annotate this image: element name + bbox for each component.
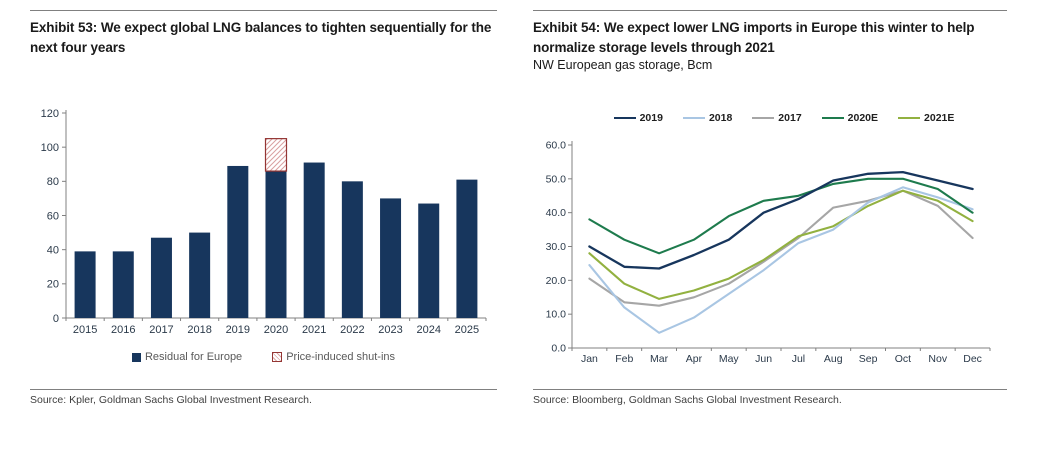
- line-swatch-icon: [752, 117, 775, 119]
- bar-2025: [456, 179, 478, 318]
- y-tick-label: 20.0: [546, 275, 567, 287]
- y-tick-label: 20: [47, 279, 59, 291]
- bar-2021: [303, 162, 325, 318]
- y-tick-label: 60.0: [546, 140, 567, 152]
- exhibit-53-source: Source: Kpler, Goldman Sachs Global Inve…: [30, 394, 312, 406]
- bar-2022: [341, 181, 363, 318]
- legend-label: Residual for Europe: [144, 351, 243, 363]
- line-chart-svg: 0.0 10.0 20.0 30.0 40.0 50.0 60.0 Jan Feb Mar Apr M…: [546, 140, 991, 365]
- exhibit-53-panel: Exhibit 53: We expect global LNG balance…: [30, 10, 497, 465]
- x-tick-label: 2024: [416, 324, 440, 336]
- x-tick-label: Apr: [686, 353, 703, 365]
- legend-label: 2018: [708, 112, 733, 124]
- x-tick-label: 2023: [378, 324, 402, 336]
- y-tick-label: 0.0: [551, 343, 566, 355]
- bar-2015: [74, 251, 96, 318]
- legend-item-2019: 2019: [613, 112, 663, 124]
- bar-2019: [227, 165, 249, 318]
- x-tick-label: 2018: [187, 324, 211, 336]
- exhibit-54-title: Exhibit 54: We expect lower LNG imports …: [533, 20, 975, 55]
- exhibit-54-subtitle: NW European gas storage, Bcm: [533, 58, 713, 73]
- line-swatch-icon: [898, 117, 921, 119]
- exhibit-53-title: Exhibit 53: We expect global LNG balance…: [30, 20, 492, 55]
- y-tick-label: 50.0: [546, 173, 567, 185]
- legend-item-residual-for-europe: Residual for Europe: [131, 351, 243, 363]
- x-tick-label: 2021: [302, 324, 326, 336]
- bar-2020: [265, 171, 287, 318]
- x-tick-label: 2025: [455, 324, 479, 336]
- x-tick-label: Mar: [650, 353, 669, 365]
- source-divider: [30, 389, 497, 390]
- x-tick-label: Feb: [615, 353, 633, 365]
- x-tick-label: 2019: [226, 324, 250, 336]
- y-tick-label: 40: [47, 244, 59, 256]
- x-tick-label: Oct: [895, 353, 911, 365]
- line-series-2018: [588, 186, 974, 334]
- y-tick-label: 120: [41, 108, 59, 120]
- source-divider: [533, 389, 1007, 390]
- x-tick-label: Jun: [755, 353, 772, 365]
- line-swatch-icon: [682, 117, 705, 119]
- bar-2024: [418, 203, 440, 318]
- legend-label: 2019: [639, 112, 663, 124]
- x-tick-label: Aug: [824, 353, 843, 365]
- line-series-2021E: [588, 189, 974, 300]
- y-tick-label: 80: [47, 176, 59, 188]
- legend-item-price-induced-shut-ins: Price-induced shut-ins: [272, 351, 395, 363]
- x-tick-label: 2017: [149, 324, 173, 336]
- legend-label: 2020E: [847, 112, 879, 124]
- y-tick-label: 0: [53, 313, 59, 325]
- exhibit-54-source: Source: Bloomberg, Goldman Sachs Global …: [533, 394, 842, 406]
- legend-label: Price-induced shut-ins: [286, 351, 396, 363]
- bar-chart-svg: 0 20 40 60 80 100 120 2015 2016 2017 2018 2019 2020 2…: [41, 108, 487, 336]
- x-tick-label: 2015: [73, 324, 97, 336]
- x-tick-label: 2020: [264, 324, 288, 336]
- x-tick-label: 2016: [111, 324, 135, 336]
- bar-shutins-2020: [264, 138, 288, 172]
- hatch-swatch-icon: [272, 352, 283, 362]
- line-swatch-icon: [613, 117, 636, 119]
- legend-item-2021e: 2021E: [898, 112, 954, 124]
- bar-2017: [150, 237, 172, 318]
- x-tick-label: Jul: [792, 353, 805, 365]
- bar-2023: [380, 198, 402, 318]
- legend-item-2018: 2018: [682, 112, 733, 124]
- square-swatch-icon: [131, 352, 141, 362]
- x-tick-label: Dec: [963, 353, 982, 365]
- legend-item-2020e: 2020E: [821, 112, 879, 124]
- y-tick-label: 40.0: [546, 207, 567, 219]
- legend-label: 2017: [778, 112, 802, 124]
- bar-2018: [189, 232, 211, 318]
- bar-2016: [112, 251, 134, 318]
- y-tick-label: 100: [41, 142, 59, 154]
- legend-item-2017: 2017: [752, 112, 802, 124]
- y-tick-label: 30.0: [546, 241, 567, 253]
- y-tick-label: 60: [47, 210, 59, 222]
- x-tick-label: 2022: [340, 324, 364, 336]
- y-tick-label: 10.0: [546, 309, 567, 321]
- x-tick-label: May: [719, 353, 740, 365]
- x-tick-label: Sep: [859, 353, 878, 365]
- line-series-2020E: [588, 177, 974, 255]
- x-tick-label: Jan: [581, 353, 598, 365]
- line-chart: 0.0 10.0 20.0 30.0 40.0 50.0 60.0 Jan Feb Mar Apr M…: [533, 136, 1007, 386]
- legend-label: 2021E: [924, 112, 955, 124]
- x-tick-label: Nov: [928, 353, 947, 365]
- line-chart-legend: 2019 2018 2017 2020E 2021E: [533, 112, 1021, 124]
- line-swatch-icon: [821, 117, 844, 119]
- bar-chart-legend: Residual for Europe Price-induced shut-in…: [30, 351, 497, 363]
- exhibit-54-panel: Exhibit 54: We expect lower LNG imports …: [533, 10, 1007, 465]
- line-series-2019: [588, 170, 974, 270]
- bar-chart: 0 20 40 60 80 100 120 2015 2016 2017 2018 2019 2020 2…: [30, 106, 497, 356]
